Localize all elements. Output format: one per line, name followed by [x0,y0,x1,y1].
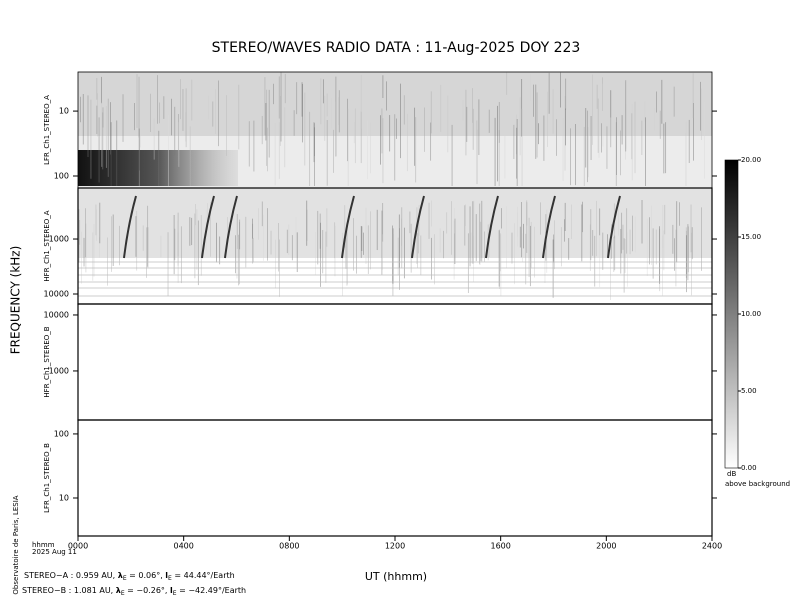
footer-part: = −42.49°/Earth [177,586,247,595]
x-tick-label: 0000 [68,542,88,551]
panel-frame [77,419,713,537]
credit: Observatoire de Paris, LESIA [12,495,20,594]
y-tick-label: 100 [54,172,69,181]
footer-line: STEREO−B : 1.081 AU, λE = −0.26°, lE = −… [22,586,246,598]
y-tick-label: 10 [59,493,69,502]
footer-part: E [121,590,125,597]
panel-label: LFR_Ch1_STEREO_A [43,95,51,165]
texture [78,150,238,186]
y-axis-label: FREQUENCY (kHz) [9,246,23,355]
colorbar-unit: dB [727,470,736,478]
colorbar-tick-label: 10.00 [741,310,761,318]
footer-part: = 44.44°/Earth [172,571,235,580]
x-tick-label: 0400 [173,542,193,551]
footer-part: l [165,571,168,580]
y-tick-label: 1000 [49,235,69,244]
texture [78,188,712,258]
footer-part: λ [116,586,121,595]
colorbar [724,159,739,469]
x-tick-label: 1200 [385,542,405,551]
texture [411,195,425,259]
footer-part: λ [118,571,123,580]
footer-part: = −0.26°, [125,586,170,595]
chart-title: STEREO/WAVES RADIO DATA : 11-Aug-2025 DO… [212,40,581,56]
x-tick-label: 2000 [596,542,616,551]
texture [201,195,215,259]
x-unit: hhmm [32,541,55,549]
footer-part: E [168,575,172,582]
y-tick-label: 10 [59,107,69,116]
y-tick-label: 10000 [44,310,69,319]
texture [123,195,137,259]
x-tick-label: 2400 [702,542,722,551]
y-tick-label: 10000 [44,290,69,299]
texture [224,195,238,259]
x-tick-label: 1600 [490,542,510,551]
colorbar-tick-label: 20.00 [741,156,761,164]
texture [341,195,355,259]
panel-label: HFR_Ch1_STEREO_B [43,326,51,397]
panel-label: HFR_Ch1_STEREO_A [43,210,51,281]
footer-part: STEREO−A : 0.959 AU, [24,571,118,580]
y-tick-label: 1000 [49,366,69,375]
texture [607,195,621,259]
x-tick-label: 0800 [279,542,299,551]
footer-part: E [173,590,177,597]
texture [542,195,556,259]
colorbar-tick-label: 0.00 [741,464,757,472]
footer-part: STEREO−B : 1.081 AU, [22,586,116,595]
colorbar-tick-label: 15.00 [741,233,761,241]
texture [485,195,499,259]
footer-part: = 0.06°, [127,571,166,580]
footer-part: E [123,575,127,582]
date: 2025 Aug 11 [32,548,77,556]
panel-frame [77,303,713,421]
panel-label: LFR_Ch1_STEREO_B [43,443,51,513]
footer-part: l [170,586,173,595]
colorbar-tick-label: 5.00 [741,387,757,395]
footer-line: STEREO−A : 0.959 AU, λE = 0.06°, lE = 44… [24,571,235,583]
y-tick-label: 100 [54,429,69,438]
x-axis-label: UT (hhmm) [365,570,427,583]
spectrogram-texture [77,72,713,300]
colorbar-note: above background [725,480,790,488]
